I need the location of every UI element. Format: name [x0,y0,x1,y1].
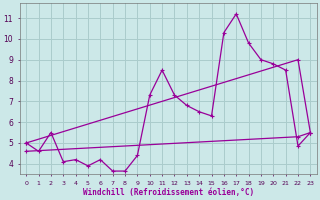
X-axis label: Windchill (Refroidissement éolien,°C): Windchill (Refroidissement éolien,°C) [83,188,254,197]
